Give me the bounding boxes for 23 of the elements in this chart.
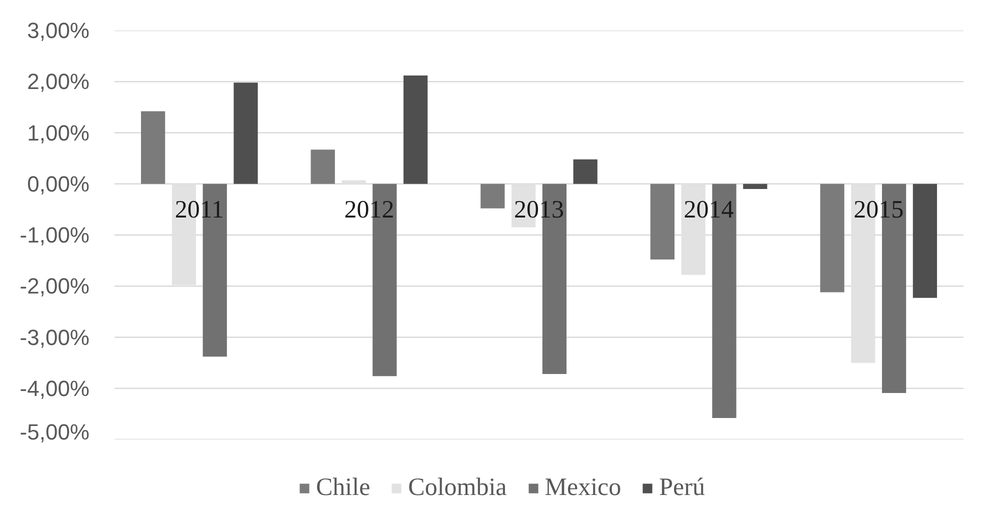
y-tick-label: 0,00%	[27, 171, 90, 196]
y-tick-label: -3,00%	[20, 324, 90, 350]
bar	[480, 184, 505, 208]
y-tick-label: -1,00%	[20, 222, 90, 248]
bar	[234, 82, 258, 184]
bar	[912, 184, 938, 298]
bar	[404, 75, 428, 184]
legend-label: Chile	[316, 474, 370, 502]
bar	[650, 184, 674, 260]
y-tick-label: 1,00%	[27, 120, 90, 146]
y-tick-label: 3,00%	[27, 18, 90, 43]
legend-label: Mexico	[544, 474, 622, 502]
y-tick-label: 2,00%	[27, 69, 90, 94]
legend-label: Perú	[659, 474, 705, 502]
bar	[310, 150, 335, 184]
bar	[820, 184, 844, 292]
y-tick-label: -4,00%	[20, 376, 90, 401]
legend-label: Colombia	[408, 474, 507, 502]
y-tick-label: -2,00%	[20, 274, 90, 299]
bar	[573, 159, 598, 184]
bar	[743, 184, 768, 189]
y-tick-label: -5,00%	[20, 420, 90, 444]
bar	[140, 111, 166, 184]
